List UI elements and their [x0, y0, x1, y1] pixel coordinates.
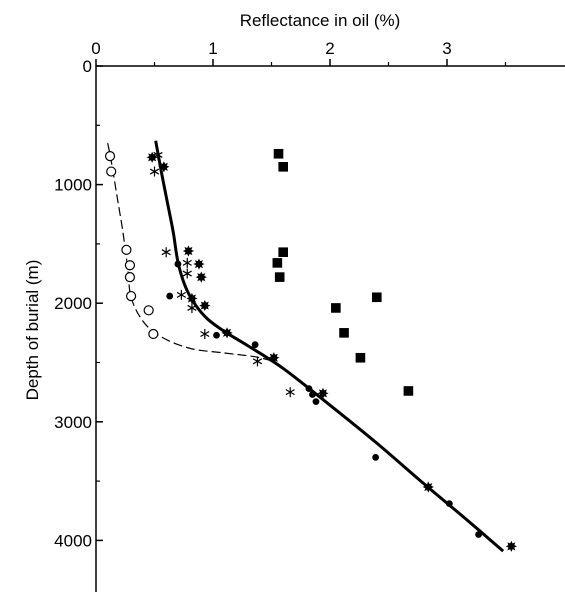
- asterisk-point: [187, 302, 197, 313]
- filled-circle-point: [372, 453, 380, 461]
- asterisk-point: [200, 329, 210, 340]
- filled-square-point: [355, 352, 366, 363]
- filled-circle-point: [312, 398, 320, 406]
- solid-trend-line: [154, 140, 505, 553]
- filled-square-point: [403, 386, 414, 396]
- filled-square-point: [272, 258, 283, 268]
- open-circle-point: [143, 305, 154, 316]
- y-tick-label: 2000: [54, 294, 92, 313]
- y-tick-label: 1000: [54, 176, 92, 195]
- filled-circle-point: [445, 500, 453, 508]
- asterisk-point: [182, 257, 192, 268]
- filled-square-point: [339, 328, 349, 338]
- open-circle-point: [106, 166, 117, 177]
- filled-circle-point: [309, 391, 316, 398]
- open-circle-point: [148, 328, 159, 340]
- filled-circle-point: [166, 292, 174, 300]
- starburst-point: [146, 151, 158, 163]
- starburst-point: [193, 258, 205, 270]
- asterisk-point: [176, 289, 187, 300]
- filled-circle-point: [213, 331, 220, 339]
- starburst-point: [221, 327, 233, 339]
- x-tick-label: 0: [91, 39, 100, 58]
- open-circle-point: [104, 151, 116, 162]
- y-tick-label: 3000: [54, 413, 92, 432]
- asterisk-point: [285, 387, 295, 398]
- trend-lines: [107, 140, 505, 553]
- asterisk-point: [252, 356, 263, 367]
- filled-circle-point: [305, 385, 313, 392]
- y-tick-label: 4000: [54, 531, 92, 550]
- starburst-point: [158, 161, 170, 173]
- asterisk-point: [149, 166, 160, 177]
- starburst-point: [422, 481, 434, 493]
- open-circle-point: [124, 260, 136, 271]
- filled-circle-point: [251, 341, 259, 349]
- filled-square-point: [331, 303, 341, 313]
- y-tick-label: 0: [83, 57, 92, 76]
- y-axis-title: Depth of burial (m): [23, 260, 42, 401]
- filled-square-point: [372, 292, 382, 303]
- starburst-point: [199, 299, 211, 312]
- x-tick-label: 3: [442, 39, 451, 58]
- y-ticks: 0 1000 2000 3000 4000: [54, 57, 103, 550]
- starburst-point: [186, 292, 198, 305]
- x-tick-label: 2: [325, 39, 334, 58]
- starburst-point: [317, 387, 329, 399]
- filled-square-point: [273, 148, 284, 159]
- filled-circle-point: [174, 260, 182, 268]
- asterisk-point: [182, 268, 192, 279]
- x-axis-title: Reflectance in oil (%): [240, 11, 401, 30]
- dashed-trend-line: [107, 142, 270, 361]
- starburst-point: [505, 540, 517, 552]
- filled-circle-point: [475, 531, 482, 538]
- x-ticks: 0 1 2 3: [91, 39, 507, 66]
- filled-square-point: [278, 162, 288, 172]
- starburst-point: [182, 245, 195, 257]
- open-circle-point: [124, 272, 136, 283]
- asterisk-point: [161, 247, 171, 258]
- filled-square-point: [278, 247, 288, 258]
- data-points: [104, 148, 517, 552]
- open-circle-point: [126, 290, 137, 302]
- starburst-point: [268, 352, 280, 364]
- filled-square-point: [274, 272, 285, 282]
- starburst-point: [195, 271, 207, 283]
- open-circle-point: [121, 244, 132, 255]
- x-tick-label: 1: [208, 39, 217, 58]
